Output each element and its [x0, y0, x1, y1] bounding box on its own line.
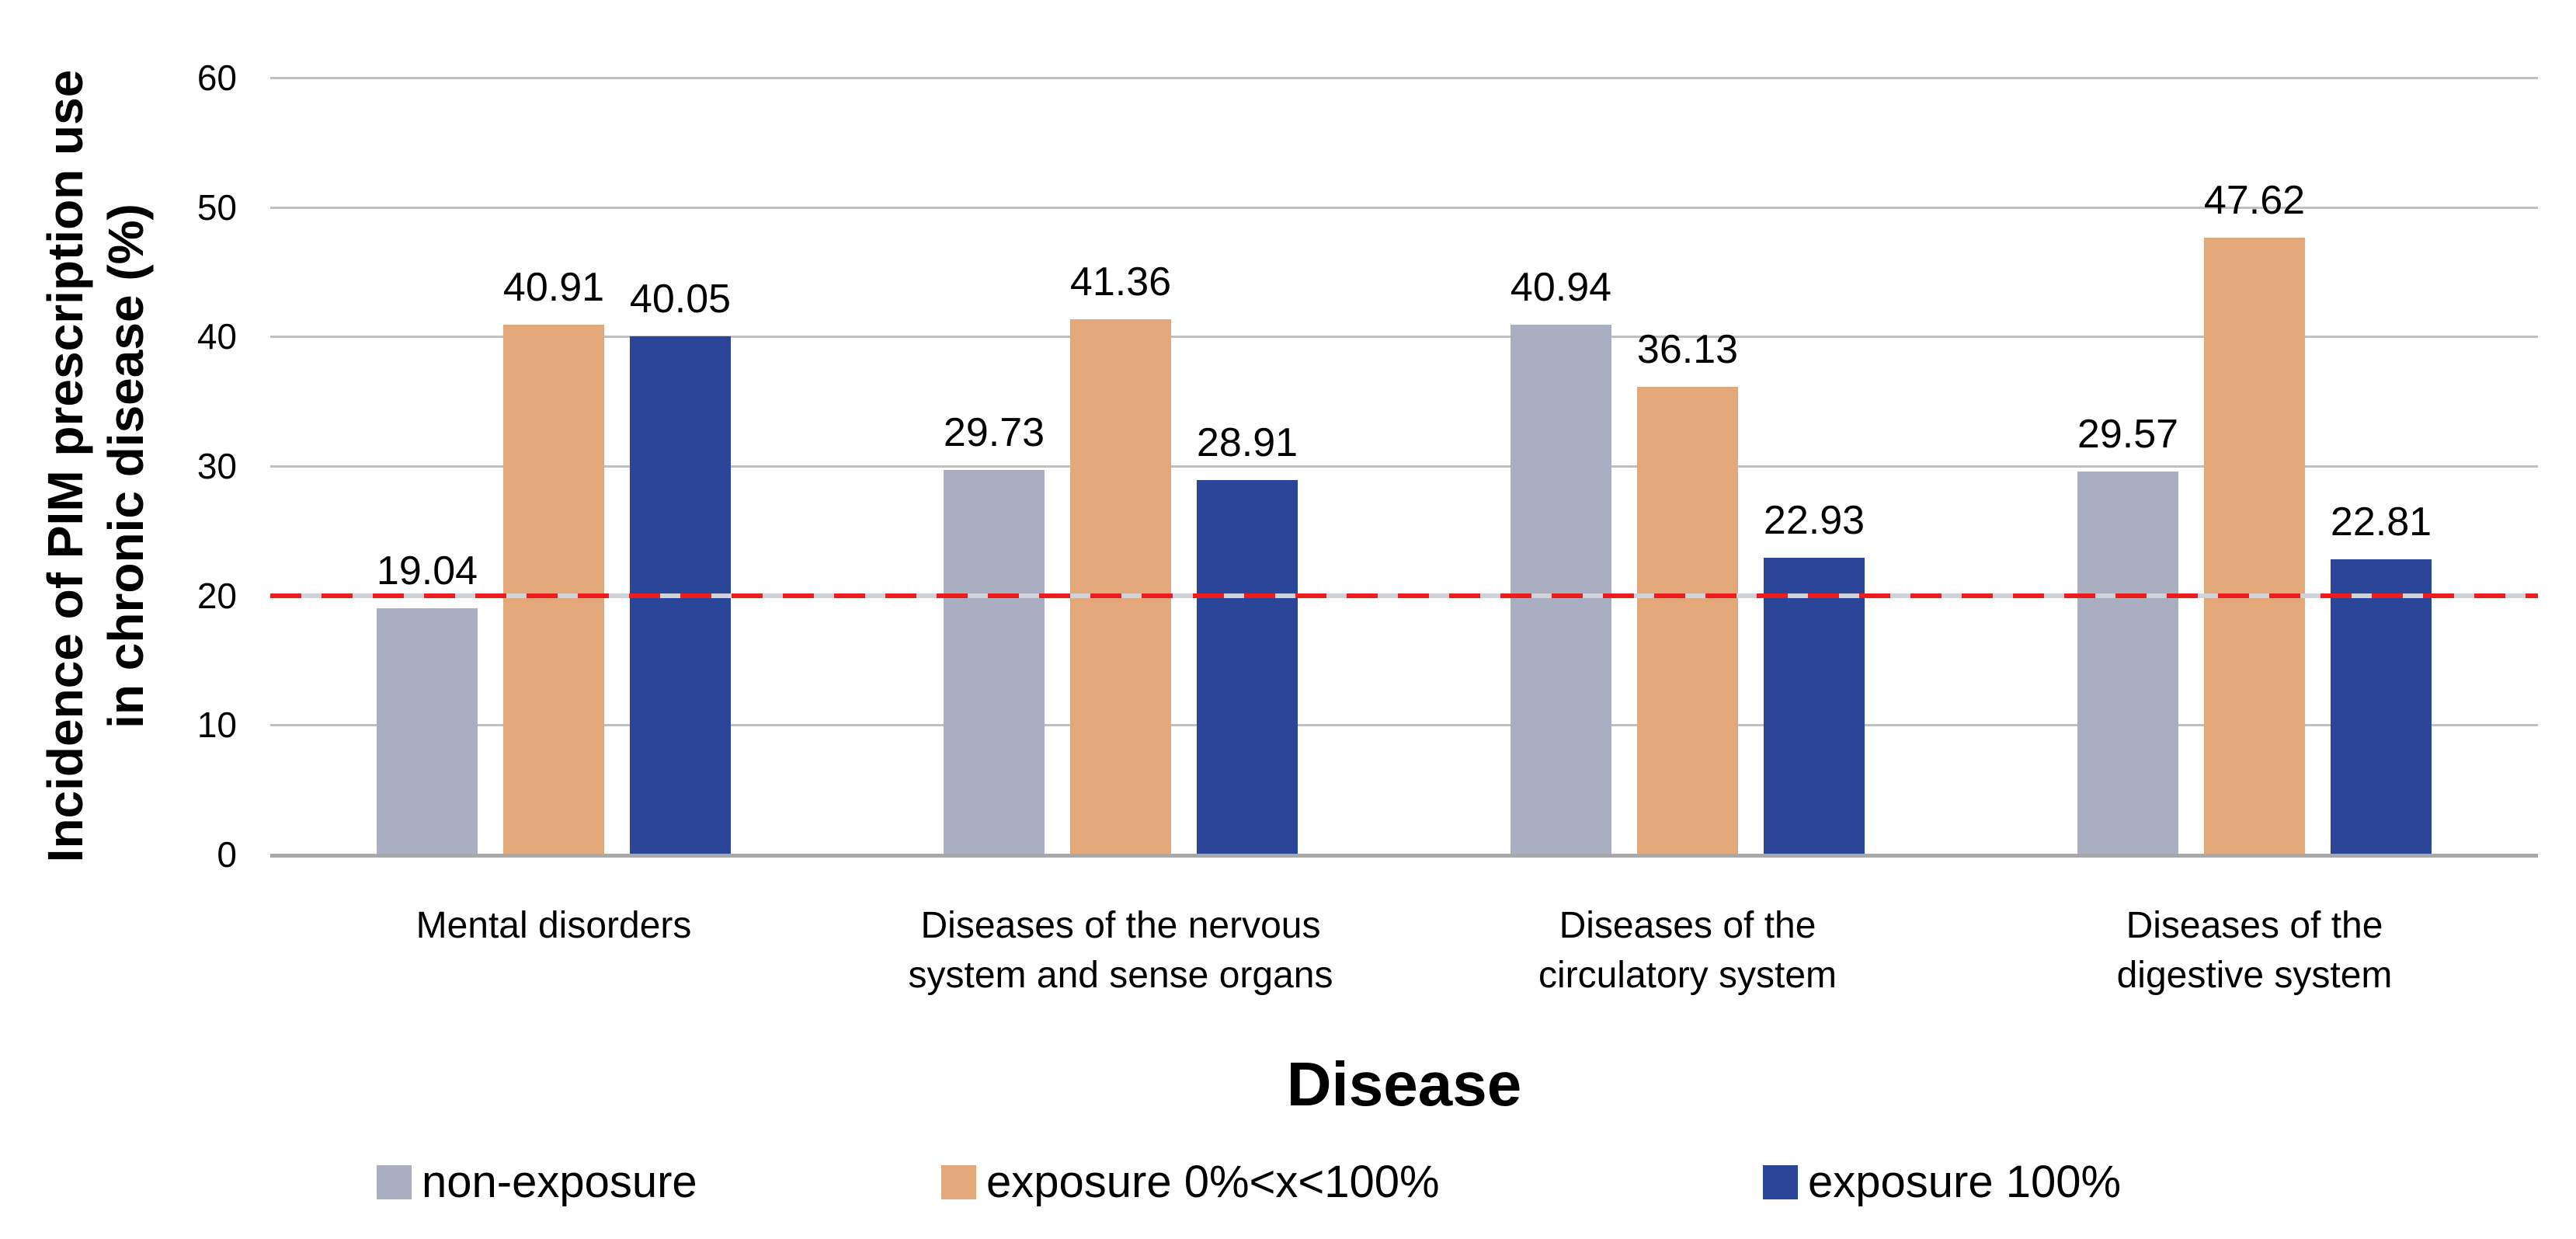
bar: 47.62 — [2204, 178, 2305, 854]
gridline — [270, 465, 2538, 468]
bar: 36.13 — [1637, 327, 1738, 854]
legend-item: exposure 100% — [1763, 1155, 2121, 1209]
bar-value-label: 47.62 — [2203, 178, 2306, 224]
legend-label: exposure 100% — [1808, 1157, 2122, 1207]
bar-triplet: 19.04 40.91 40.05 — [270, 78, 837, 854]
x-category-label-line: Diseases of the — [1559, 905, 1816, 946]
y-tick-label: 10 — [196, 705, 237, 746]
x-category-label: Diseases of the nervous system and sense … — [837, 901, 1404, 1001]
y-tick-label: 60 — [196, 57, 237, 98]
x-category-label-line: circulatory system — [1538, 955, 1837, 996]
gridline — [270, 77, 2538, 79]
legend-label: non-exposure — [422, 1157, 697, 1207]
gridline — [270, 724, 2538, 727]
legend-label: exposure 0%<x<100% — [986, 1157, 1440, 1207]
x-category-label-line: system and sense organs — [908, 955, 1333, 996]
bar-group: 29.73 41.36 28.91 — [837, 78, 1404, 854]
bar: 29.57 — [2077, 412, 2178, 854]
y-tick-label: 50 — [196, 186, 237, 228]
bar-value-label: 41.36 — [1069, 259, 1172, 305]
legend-item: non-exposure — [377, 1155, 697, 1209]
bar: 19.04 — [377, 548, 478, 854]
bar-triplet: 29.73 41.36 28.91 — [837, 78, 1404, 854]
x-category-label-line: Diseases of the — [2126, 905, 2383, 946]
x-axis-title: Disease — [1286, 1049, 1522, 1119]
bar-value-label: 19.04 — [376, 548, 478, 593]
bar: 40.94 — [1510, 265, 1611, 854]
x-category-label: Diseases of the digestive system — [1971, 901, 2538, 1001]
bar-value-label: 40.91 — [502, 265, 605, 311]
bar: 40.91 — [503, 265, 604, 854]
gridline — [270, 336, 2538, 339]
bar: 28.91 — [1197, 420, 1298, 854]
bar: 29.73 — [944, 410, 1045, 854]
bar-triplet: 40.94 36.13 22.93 — [1404, 78, 1971, 854]
bar-value-label: 22.81 — [2330, 499, 2432, 545]
legend-item: exposure 0%<x<100% — [941, 1155, 1440, 1209]
bar-value-label: 29.73 — [943, 409, 1045, 455]
gridline — [270, 206, 2538, 209]
bar-value-label: 40.94 — [1510, 264, 1612, 310]
reference-line — [270, 593, 2538, 598]
bar-value-label: 36.13 — [1636, 326, 1739, 372]
x-category-label-line: Diseases of the nervous — [920, 905, 1321, 946]
y-tick-label: 40 — [196, 316, 237, 357]
y-tick-label: 30 — [196, 446, 237, 486]
x-category-label: Mental disorders — [270, 901, 837, 951]
bar-group: 40.94 36.13 22.93 — [1404, 78, 1971, 854]
bar-value-label: 22.93 — [1763, 497, 1865, 543]
legend-swatch-icon — [377, 1165, 412, 1199]
legend-swatch-icon — [941, 1165, 976, 1199]
bar-triplet: 29.57 47.62 22.81 — [1971, 78, 2538, 854]
bar-group: 19.04 40.91 40.05 — [270, 78, 837, 854]
x-category-label-line: digestive system — [2116, 955, 2393, 996]
bar-value-label: 40.05 — [629, 276, 732, 322]
legend-swatch-icon — [1763, 1165, 1798, 1199]
bar-value-label: 29.57 — [2077, 412, 2179, 458]
y-tick-label: 0 — [217, 834, 237, 875]
bar: 22.81 — [2331, 499, 2432, 854]
x-category-label: Diseases of the circulatory system — [1404, 901, 1971, 1001]
plot-area: 19.04 40.91 40.05 29.73 41.36 28.91 40.94 36.13… — [270, 77, 2538, 858]
bar: 22.93 — [1764, 498, 1865, 854]
y-tick-label: 20 — [196, 575, 237, 616]
bar-group: 29.57 47.62 22.81 — [1971, 78, 2538, 854]
bar: 41.36 — [1070, 259, 1171, 854]
x-axis-baseline — [270, 854, 2538, 858]
bar-value-label: 28.91 — [1196, 420, 1298, 466]
x-category-label-line: Mental disorders — [415, 905, 692, 946]
